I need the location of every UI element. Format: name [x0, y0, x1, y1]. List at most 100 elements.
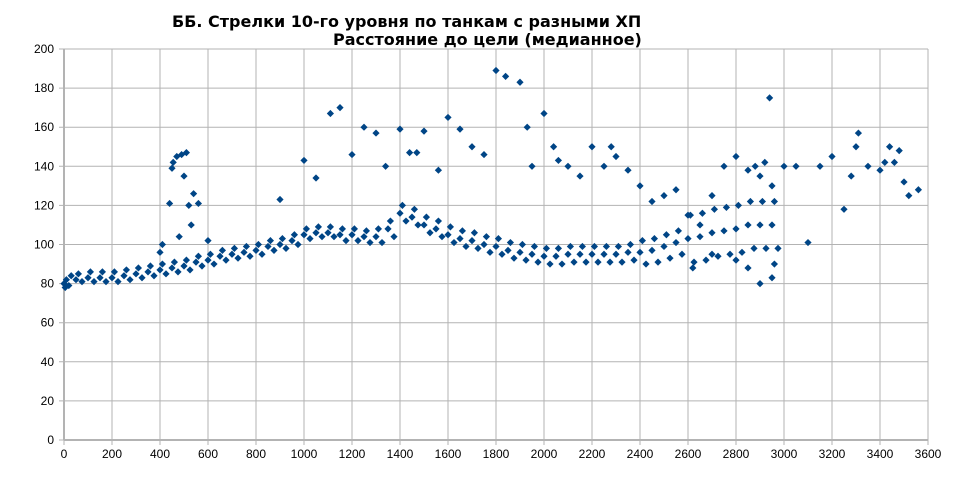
x-tick-label: 3400	[867, 447, 894, 461]
x-tick-label: 2200	[579, 447, 606, 461]
data-point	[182, 256, 190, 264]
data-point	[528, 250, 536, 258]
data-point	[708, 192, 716, 200]
data-point	[222, 256, 230, 264]
data-point	[206, 250, 214, 258]
data-point	[564, 250, 572, 258]
data-point	[96, 274, 104, 282]
data-point	[540, 252, 548, 260]
data-point	[210, 260, 218, 268]
data-point	[630, 256, 638, 264]
data-point	[432, 225, 440, 233]
data-point	[552, 252, 560, 260]
data-point	[74, 270, 82, 278]
y-tick-label: 40	[41, 355, 55, 369]
data-point	[684, 211, 692, 219]
data-point	[402, 217, 410, 225]
data-point	[768, 221, 776, 229]
data-point	[444, 231, 452, 239]
data-point	[678, 250, 686, 258]
data-point	[374, 225, 382, 233]
data-point	[413, 149, 421, 157]
x-tick-label: 1600	[435, 447, 462, 461]
data-point	[185, 201, 193, 209]
data-point	[530, 242, 538, 251]
data-point	[510, 254, 518, 262]
data-point	[336, 231, 344, 239]
x-tick-label: 200	[102, 447, 122, 461]
data-point	[756, 221, 764, 229]
data-point	[86, 268, 94, 276]
data-point	[468, 236, 476, 245]
data-point	[590, 242, 598, 251]
data-point	[751, 162, 759, 170]
data-point	[744, 166, 752, 174]
data-point	[84, 274, 92, 282]
data-point	[114, 278, 122, 286]
data-point	[420, 127, 428, 135]
data-point	[348, 150, 356, 159]
data-point	[523, 123, 531, 131]
data-point	[626, 240, 634, 249]
y-tick-label: 20	[41, 394, 55, 408]
data-point	[186, 266, 194, 274]
data-point	[102, 278, 110, 286]
x-tick-label: 800	[246, 447, 266, 461]
data-point	[434, 166, 442, 174]
data-point	[234, 254, 242, 262]
data-point	[708, 250, 716, 258]
data-point	[492, 66, 500, 75]
data-point	[600, 162, 608, 170]
data-point	[638, 236, 646, 245]
data-point	[168, 164, 176, 172]
data-point	[761, 158, 769, 166]
data-point	[506, 238, 514, 247]
data-point	[158, 260, 166, 268]
data-point	[366, 238, 374, 247]
data-point	[582, 258, 590, 266]
data-point	[578, 242, 586, 251]
data-point	[126, 276, 134, 284]
data-point	[338, 225, 346, 233]
data-point	[194, 199, 202, 208]
data-point	[246, 252, 254, 260]
data-point	[502, 72, 510, 80]
data-point	[420, 221, 428, 229]
chart-title: ББ. Стрелки 10-го уровня по танкам с раз…	[172, 12, 642, 31]
data-point	[312, 174, 320, 182]
y-tick-label: 0	[47, 433, 54, 447]
data-point	[890, 158, 898, 166]
data-point	[708, 229, 716, 237]
data-point	[756, 172, 764, 180]
data-point	[326, 109, 334, 118]
data-point	[674, 227, 682, 235]
data-point	[516, 248, 524, 256]
data-point	[480, 240, 488, 249]
data-point	[486, 248, 494, 256]
data-point	[170, 258, 178, 266]
data-point	[282, 244, 290, 253]
data-point	[134, 264, 142, 272]
data-point	[276, 240, 284, 249]
data-point	[722, 203, 730, 211]
data-point	[576, 172, 584, 180]
data-point	[422, 213, 430, 221]
data-point	[384, 225, 392, 233]
data-point	[550, 143, 558, 151]
y-tick-label: 200	[34, 42, 54, 56]
data-point	[636, 248, 644, 256]
data-point	[378, 238, 386, 247]
data-point	[169, 158, 177, 166]
data-point	[258, 250, 266, 258]
data-point	[744, 264, 752, 272]
data-point	[726, 250, 734, 258]
data-point	[204, 236, 212, 245]
data-point	[528, 162, 536, 170]
data-point	[732, 256, 740, 264]
data-point	[660, 242, 668, 251]
data-point	[624, 166, 632, 174]
data-point	[792, 162, 800, 170]
data-point	[252, 246, 260, 254]
data-point	[744, 221, 752, 229]
data-point	[540, 109, 548, 118]
